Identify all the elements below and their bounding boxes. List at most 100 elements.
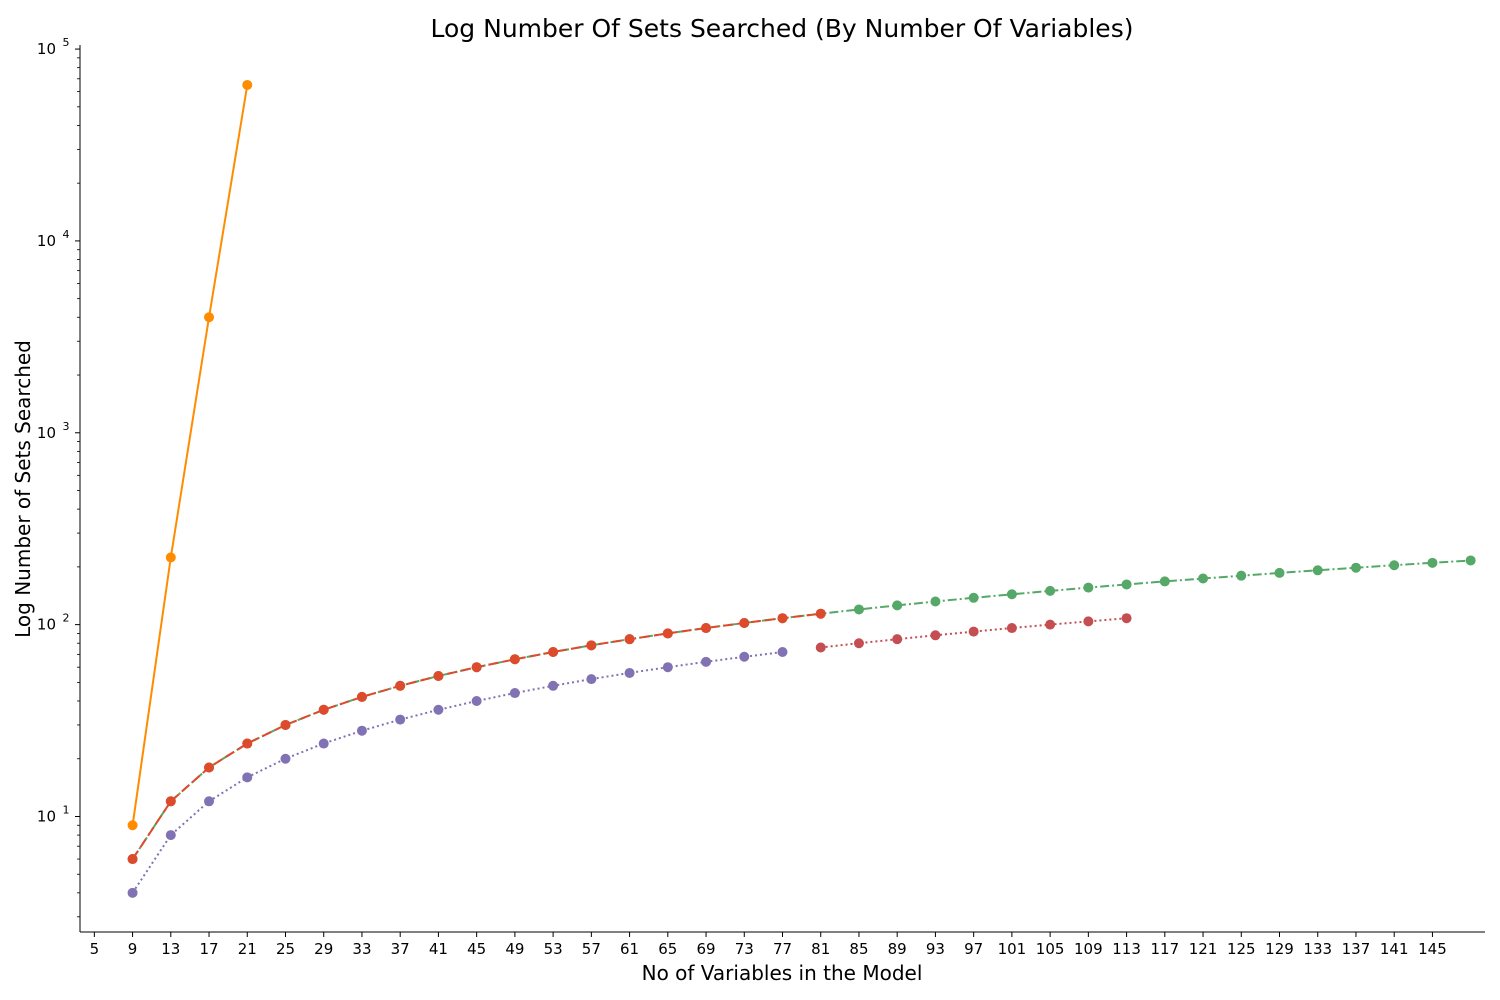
x-tick-label: 25 [276,940,295,958]
data-point [701,656,712,667]
data-point [548,680,559,691]
y-axis-ticks: 10 1 10 2 10 3 10 4 10 5 [37,36,80,918]
data-point [127,854,138,865]
data-point [815,642,826,653]
data-point [1121,613,1132,624]
data-point [1236,570,1247,581]
x-tick-label: 81 [811,940,830,958]
data-point [356,691,367,702]
data-point [777,613,788,624]
data-point [548,647,559,658]
data-point [204,796,215,807]
data-point [815,608,826,619]
data-point [968,626,979,637]
data-point [853,604,864,615]
data-point [165,552,176,563]
data-point [127,820,138,831]
x-tick-label: 145 [1418,940,1447,958]
x-tick-label: 93 [926,940,945,958]
data-point [280,753,291,764]
data-point [624,634,635,645]
data-point [701,623,712,634]
data-point [662,628,673,639]
data-point [433,670,444,681]
x-axis-label: No of Variables in the Model [642,961,923,985]
data-point [586,674,597,685]
x-tick-label: 117 [1150,940,1179,958]
x-tick-label: 45 [467,940,486,958]
x-tick-label: 41 [429,940,448,958]
data-point [395,714,406,725]
data-point [165,830,176,841]
plot-area: 5 9 13 17 21 25 29 33 37 41 45 49 53 57 61 65 69 73 77 81 85… [37,36,1485,958]
x-tick-label: 73 [735,940,754,958]
data-point [586,640,597,651]
series-3 [815,613,1132,653]
data-point [1121,579,1132,590]
data-point [1350,562,1361,573]
data-point [892,634,903,645]
data-point [968,592,979,603]
y-tick-label: 10 [37,424,56,442]
data-point [204,762,215,773]
x-tick-label: 33 [352,940,371,958]
x-tick-label: 53 [544,940,563,958]
y-tick-label: 10 [37,616,56,634]
data-point [1159,576,1170,587]
y-tick-exponent: 1 [63,803,70,816]
x-tick-label: 17 [199,940,218,958]
y-tick-exponent: 2 [63,612,70,625]
x-axis-ticks: 5 9 13 17 21 25 29 33 37 41 45 49 53 57 61 65 69 73 77 81 85… [90,932,1447,958]
data-point [930,596,941,607]
data-point [739,651,750,662]
series-1 [127,555,1476,865]
data-point [1083,616,1094,627]
data-point [624,667,635,678]
data-point [930,630,941,641]
data-point [242,79,253,90]
x-tick-label: 57 [582,940,601,958]
data-point [1465,555,1476,566]
x-tick-label: 37 [391,940,410,958]
data-point [739,617,750,628]
y-tick-exponent: 5 [63,36,70,49]
data-point [853,638,864,649]
data-point [471,695,482,706]
data-point [1045,585,1056,596]
x-tick-label: 69 [696,940,715,958]
y-tick-exponent: 4 [63,228,70,241]
x-tick-label: 101 [998,940,1027,958]
data-point [1045,619,1056,630]
x-tick-label: 97 [964,940,983,958]
data-point [318,704,329,715]
data-point [1006,589,1017,600]
data-point [395,680,406,691]
x-tick-label: 61 [620,940,639,958]
data-point [1389,560,1400,571]
y-tick-exponent: 3 [63,420,70,433]
x-tick-label: 21 [238,940,257,958]
x-tick-label: 65 [658,940,677,958]
data-point [433,704,444,715]
x-tick-label: 9 [128,940,138,958]
x-tick-label: 133 [1303,940,1332,958]
x-tick-label: 125 [1227,940,1256,958]
data-point [892,600,903,611]
x-tick-label: 85 [849,940,868,958]
series-4 [127,647,788,898]
series-line [131,651,783,894]
data-point [242,738,253,749]
data-point [242,772,253,783]
data-point [127,887,138,898]
x-tick-label: 141 [1380,940,1409,958]
data-point [356,725,367,736]
x-tick-label: 29 [314,940,333,958]
chart-title: Log Number Of Sets Searched (By Number O… [431,14,1134,43]
data-point [1427,557,1438,568]
data-point [1198,573,1209,584]
data-point [280,719,291,730]
y-tick-label: 10 [37,807,56,825]
series-line [131,559,1471,860]
data-point [777,647,788,658]
